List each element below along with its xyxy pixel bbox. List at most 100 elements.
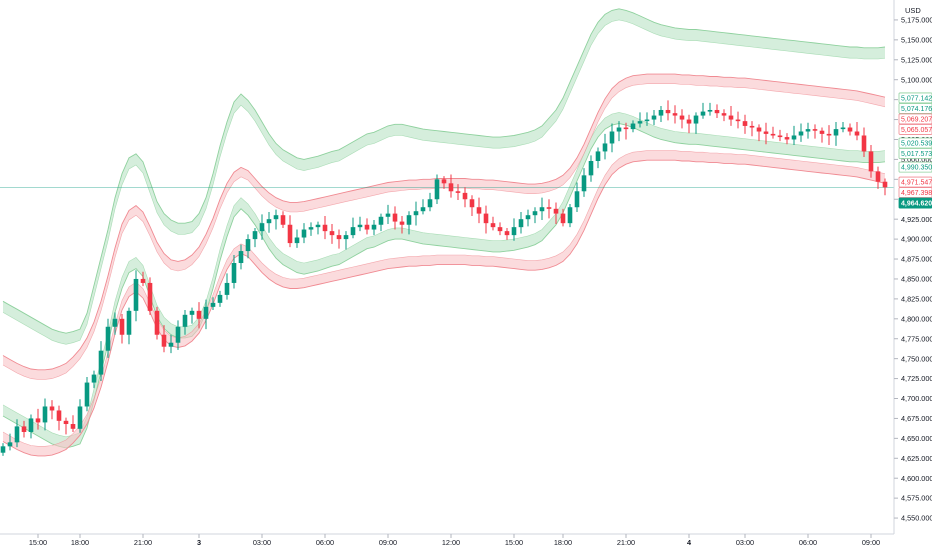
candle-body [616, 127, 622, 132]
candle-body [231, 263, 237, 283]
candle-body [805, 129, 811, 132]
candle-body [63, 420, 69, 425]
candle-body [504, 231, 510, 236]
candle-body [42, 406, 48, 423]
candle-body [203, 306, 209, 319]
candle-body [21, 426, 27, 432]
candle-body [595, 151, 601, 161]
green-band-lower-fill [3, 112, 885, 448]
y-tick-label: 4,550.000 [901, 514, 932, 523]
candle-body [581, 175, 587, 192]
candle-body [175, 326, 181, 343]
candle-body [322, 224, 328, 232]
candle-body [196, 310, 202, 319]
candle-body [623, 127, 629, 130]
candle-body [686, 119, 692, 124]
time-axis[interactable]: 15:00 18:00 21:00 3 03:00 06:00 09:00 12:00 15:0… [0, 533, 932, 550]
candle-body [791, 135, 797, 140]
candle-body [91, 374, 97, 383]
y-tick-label: 4,925.000 [901, 215, 932, 224]
price-label-box [898, 187, 932, 198]
price-axis[interactable]: USD 5,175.000 5,150.000 5,125.000 5,100.000… [893, 0, 932, 534]
candle-body [301, 229, 307, 238]
candle-body [385, 213, 391, 217]
y-tick-label: 5,150.000 [901, 35, 932, 44]
candle-body [434, 179, 440, 200]
candle-body [350, 227, 356, 236]
candle-body [497, 227, 503, 232]
candle-body [224, 282, 230, 295]
candle-body [105, 326, 111, 351]
candle-body [784, 137, 790, 140]
candle-body [812, 129, 818, 131]
x-tick-label: 03:00 [736, 538, 754, 547]
price-label-box [898, 197, 932, 209]
candle-body [574, 191, 580, 208]
candle-body [308, 227, 314, 230]
candle-body [273, 215, 279, 220]
candle-body [49, 406, 55, 411]
price-label: 5,074.176 [901, 106, 932, 113]
candle-body [168, 342, 174, 347]
candle-body [245, 239, 251, 252]
candle-body [448, 183, 454, 192]
y-tick-label: 4,700.000 [901, 394, 932, 403]
candle-body [294, 237, 300, 244]
x-tick-label: 18:00 [71, 538, 89, 547]
candle-body [763, 131, 769, 134]
y-tick-label: 4,625.000 [901, 454, 932, 463]
red-band-upper-line [2, 73, 886, 371]
candle-body [329, 231, 335, 236]
price-label-box [898, 113, 932, 125]
candle-body [77, 406, 83, 429]
candle-body [266, 219, 272, 224]
x-tick-label: 15:00 [29, 538, 47, 547]
candle-body [777, 135, 783, 138]
red-band-upper-fill [3, 74, 885, 380]
candle-body [651, 115, 657, 120]
y-tick-label: 4,750.000 [901, 354, 932, 363]
candle-body [560, 213, 566, 224]
candle-body [14, 426, 20, 443]
candle-body [210, 302, 216, 307]
x-tick-label: 09:00 [379, 538, 397, 547]
price-label-box [898, 92, 932, 104]
candle-body [798, 131, 804, 136]
y-tick-label: 4,900.000 [901, 235, 932, 244]
candle-body [217, 294, 223, 303]
price-label-box [898, 137, 932, 149]
candle-body [35, 418, 41, 423]
candle-body [126, 310, 132, 335]
candle-body [259, 223, 265, 232]
green-band-upper-inner [2, 19, 886, 345]
y-tick-label: 5,125.000 [901, 55, 932, 64]
price-label: 5,065.057 [901, 127, 932, 134]
candle-body [441, 179, 447, 184]
candle-body [826, 133, 832, 136]
y-tick-label: 4,825.000 [901, 294, 932, 303]
candle-body [609, 131, 615, 144]
candle-body [714, 109, 720, 114]
candle-body [70, 424, 76, 429]
candle-body [98, 350, 104, 375]
candle-body [546, 207, 552, 209]
candle-body [644, 119, 650, 122]
bands-layer [2, 8, 886, 457]
candles-layer [0, 100, 888, 456]
candle-body [539, 207, 545, 212]
candle-body [413, 211, 419, 216]
price-label: 4,967.398 [901, 190, 932, 197]
y-tick-label: 5,175.000 [901, 16, 932, 25]
y-tick-label: 4,650.000 [901, 434, 932, 443]
candle-body [511, 227, 517, 236]
candle-body [833, 129, 839, 136]
y-tick-label: 4,800.000 [901, 314, 932, 323]
candle-body [154, 310, 160, 335]
candle-body [567, 207, 573, 224]
candle-body [721, 113, 727, 116]
y-tick-label: 4,850.000 [901, 275, 932, 284]
candle-body [728, 115, 734, 120]
candle-body [119, 318, 125, 335]
